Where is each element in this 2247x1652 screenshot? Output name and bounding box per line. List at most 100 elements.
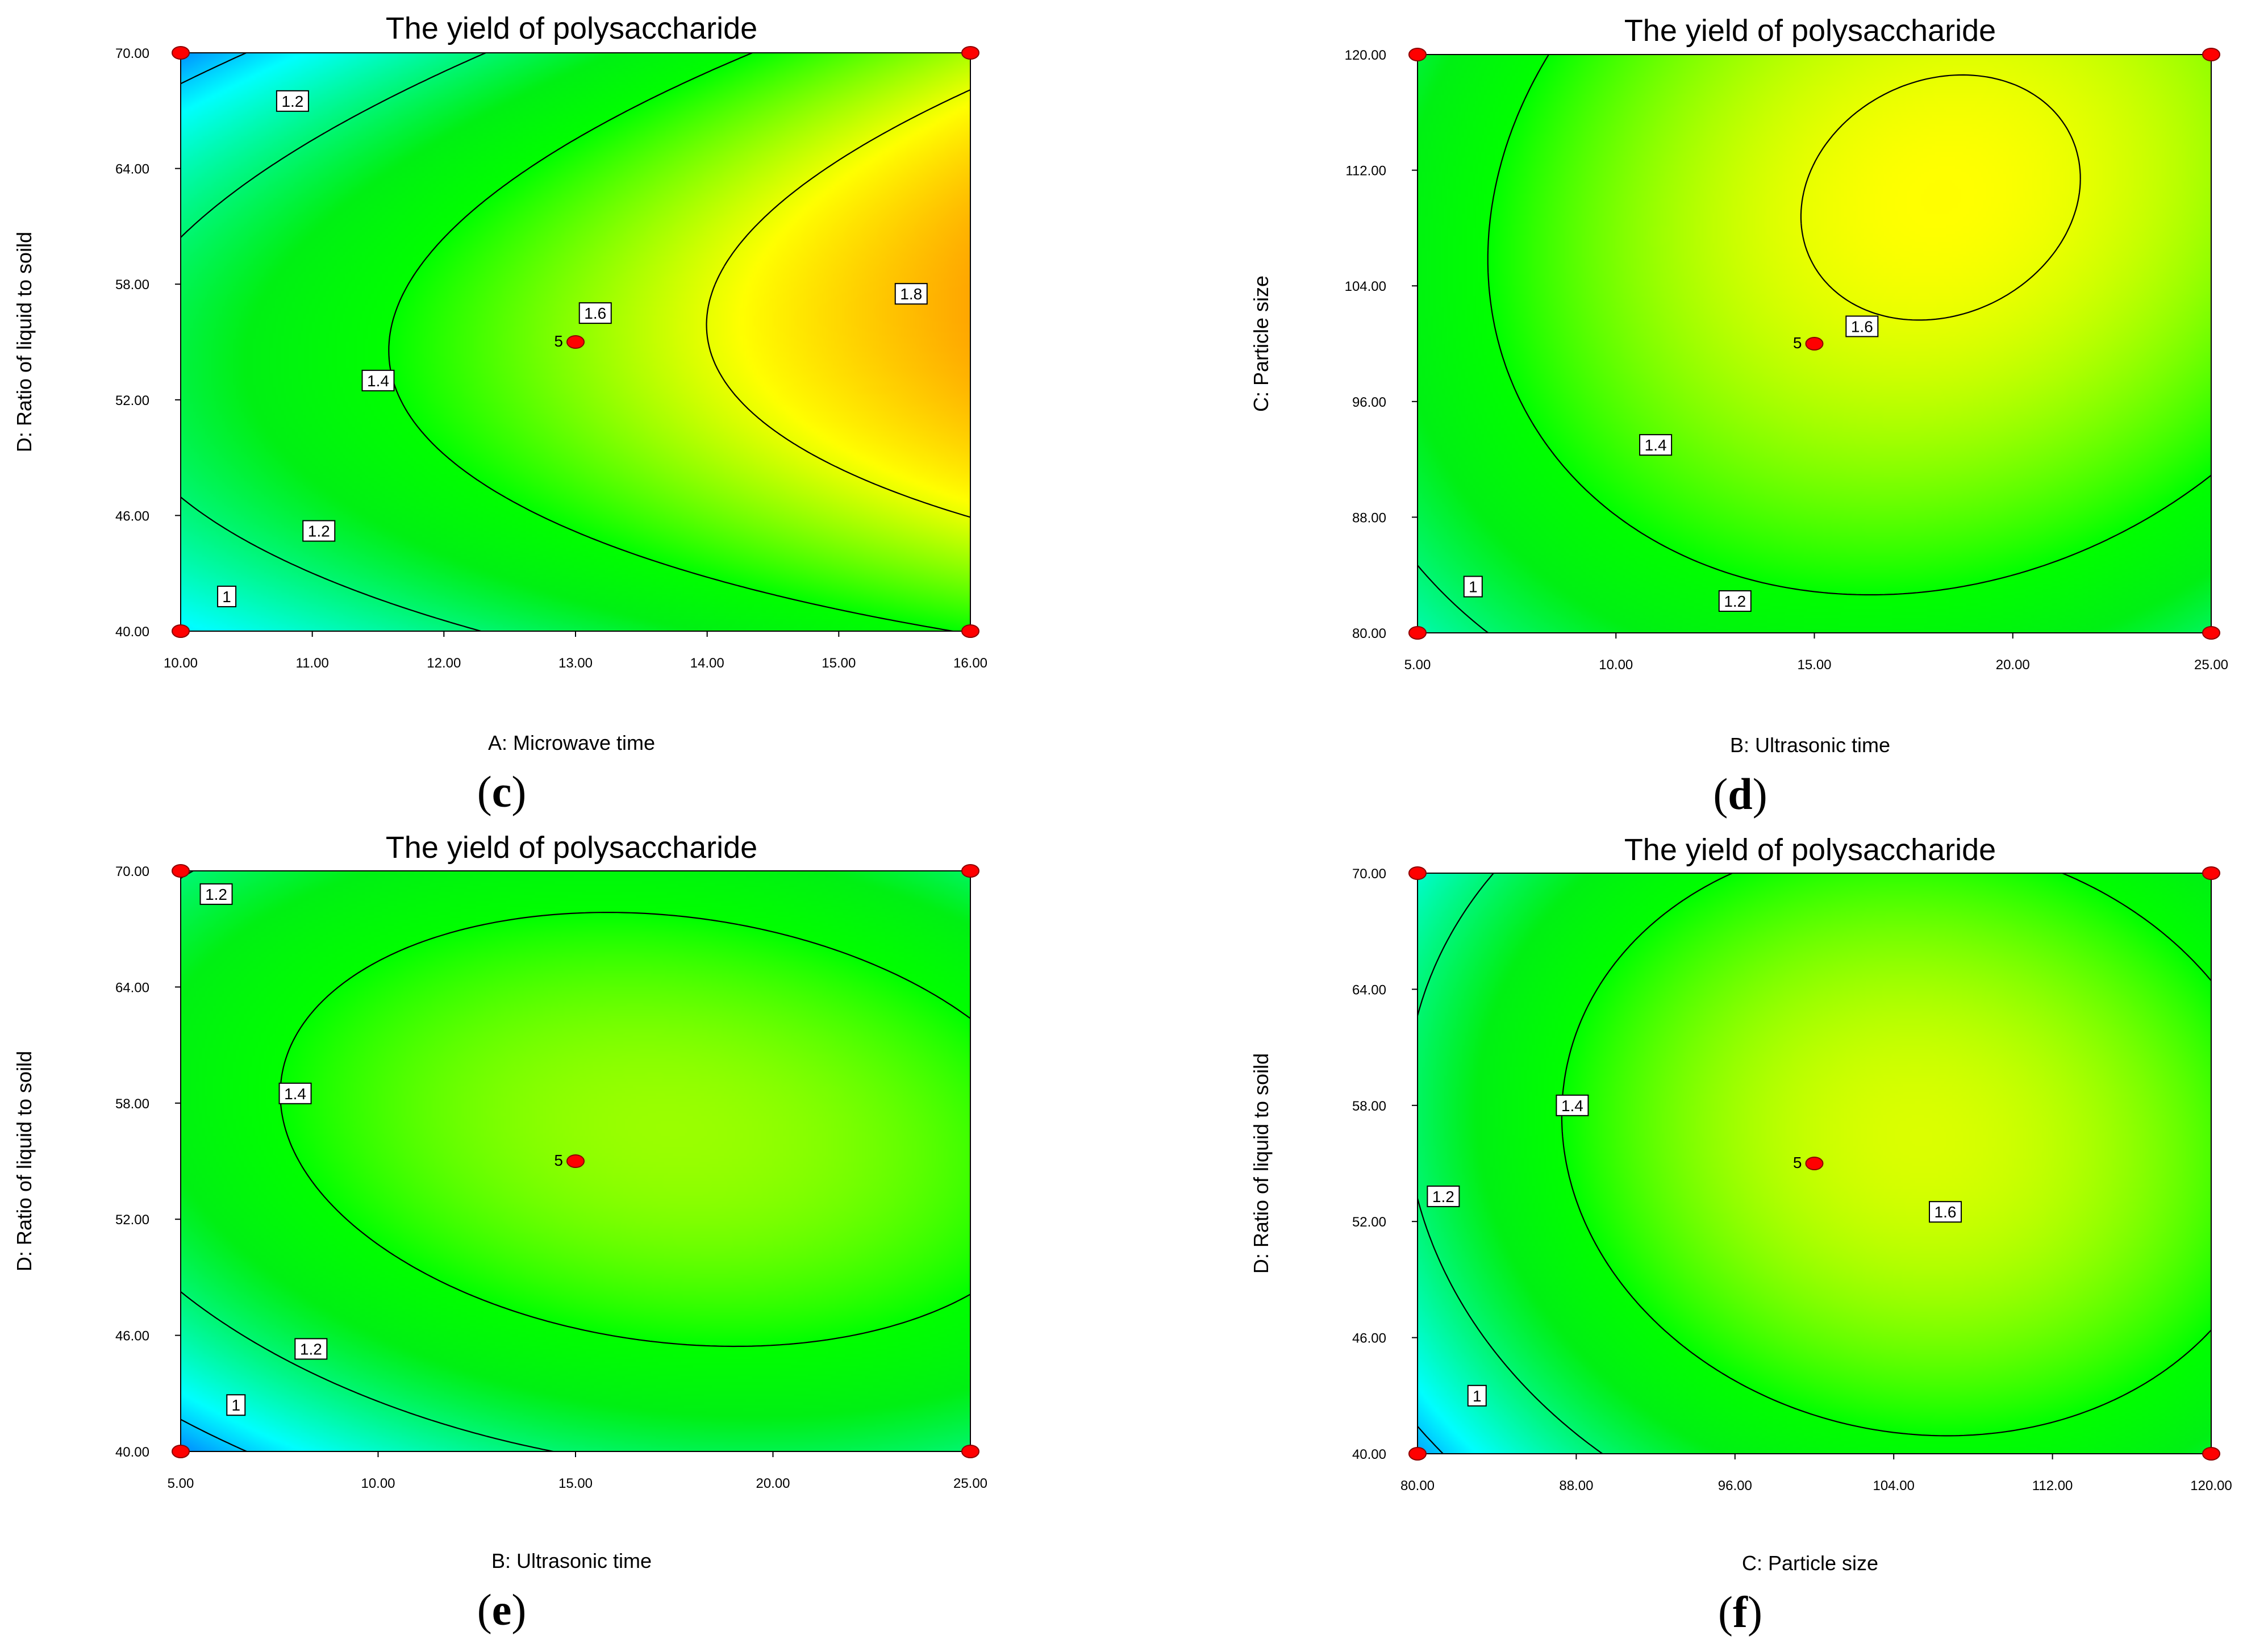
panel-d: The yield of polysaccharide 5.00 10.00 15.… [1249,14,2228,819]
panel-caption-letter: f [1733,1587,1748,1637]
panel-f: The yield of polysaccharide 80.00 88.00 96… [1249,833,2232,1637]
contour-line-1-6 [706,89,970,518]
x-tick-label: 96.00 [1718,1478,1752,1494]
contour-line-1-4 [1561,873,2211,1437]
contour-label-text: 1.4 [284,1085,306,1103]
y-tick-label: 70.00 [115,864,149,879]
contour-label-box [361,369,395,391]
contour-label: 1 [217,585,237,607]
contour-label-box [217,585,237,607]
contour-label-text: 1.4 [1645,436,1667,454]
y-tick-label: 120.00 [1345,48,1386,63]
contour-line-1-2 [1418,565,1489,633]
x-tick-label: 10.00 [164,656,198,671]
contour-label: 1.4 [1639,434,1673,456]
y-tick-label: 70.00 [1352,866,1386,882]
contour-labels: 1.2 1.4 1.2 1 [199,883,328,1416]
y-axis-label: D: Ratio of liquid to soild [1249,1053,1273,1274]
design-points [1408,866,2220,1461]
y-tick-label: 40.00 [115,1445,149,1460]
x-tick-label: 20.00 [1996,657,2030,673]
y-ticks: 40.00 46.00 52.00 58.00 64.00 70.00 [115,46,181,640]
contour-label: 1.2 [294,1338,328,1360]
y-tick-label: 64.00 [115,980,149,995]
y-tick-label: 96.00 [1352,395,1386,410]
x-tick-label: 16.00 [953,656,987,671]
contour-label-box [199,883,233,905]
panel-caption: (d) [1713,769,1767,819]
x-axis-label: A: Microwave time [488,731,655,754]
x-tick-label: 15.00 [822,656,856,671]
contour-line-1-4 [388,53,953,631]
design-point [961,1445,979,1458]
contour-label: 1 [1467,1384,1487,1407]
contour-label: 1.6 [1845,315,1879,337]
center-point-label: 5 [554,332,563,350]
x-tick-label: 104.00 [1873,1478,1914,1494]
contour-label-box [894,283,928,305]
chart-title: The yield of polysaccharide [1624,14,1996,48]
design-points [1408,48,2220,640]
y-tick-label: 80.00 [1352,626,1386,641]
contour-label: 1.2 [1718,590,1752,612]
contour-lines [1418,55,2211,633]
design-point [961,624,979,638]
y-tick-label: 58.00 [115,1096,149,1112]
contour-label-text: 1.2 [1724,593,1746,610]
design-point [2202,1447,2220,1461]
y-tick-label: 70.00 [115,46,149,61]
contour-label-box [1556,1094,1589,1116]
y-tick-label: 52.00 [1352,1215,1386,1230]
design-point [961,864,979,878]
x-tick-label: 5.00 [1404,657,1431,673]
contour-label-box [294,1338,328,1360]
contour-label-text: 1 [232,1396,241,1414]
design-point [961,46,979,60]
contour-label-box [276,90,309,112]
center-point-label: 5 [1793,334,1802,352]
contour-label: 1.4 [278,1082,312,1104]
y-axis-label: D: Ratio of liquid to soild [12,1051,36,1271]
contour-label-box [1718,590,1752,612]
contour-label: 1.8 [894,283,928,305]
y-tick-label: 104.00 [1345,279,1386,294]
contour-label-box [578,302,612,324]
contour-label-text: 1.2 [308,523,330,540]
center-point-marker [566,335,585,349]
contour-label-text: 1 [222,588,231,606]
x-ticks: 5.00 10.00 15.00 20.00 25.00 [168,1451,987,1491]
contour-label-text: 1.4 [1561,1097,1583,1115]
x-tick-label: 80.00 [1400,1478,1435,1494]
y-tick-label: 40.00 [1352,1447,1386,1462]
panel-e: The yield of polysaccharide 5.00 10.00 15.… [12,831,987,1634]
contour-label-box [1463,575,1483,598]
contour-line-1-2 [181,871,553,1451]
contour-label-text: 1.4 [367,372,389,390]
design-point [172,624,190,638]
center-point: 5 [554,332,585,350]
x-tick-label: 15.00 [558,1476,593,1491]
contour-labels: 1.2 1.6 1.8 1.4 1.2 1 [217,90,928,607]
contour-label: 1.2 [302,520,336,542]
y-tick-label: 58.00 [115,277,149,293]
contour-label-text: 1.2 [1432,1188,1454,1205]
y-axis-label: D: Ratio of liquid to soild [12,232,36,452]
design-point [2202,626,2220,640]
y-tick-label: 112.00 [1345,164,1386,179]
center-point: 5 [1793,334,1824,352]
contour-lines [181,871,970,1451]
x-tick-label: 10.00 [361,1476,395,1491]
contour-label: 1.4 [1556,1094,1589,1116]
contour-label-box [1845,315,1879,337]
contour-line-1 [1418,1425,1444,1454]
x-ticks: 80.00 88.00 96.00 104.00 112.00 120.00 [1400,1454,2232,1494]
contour-label: 1.6 [578,302,612,324]
x-tick-label: 5.00 [168,1476,194,1491]
contour-label-text: 1.8 [900,285,922,303]
contour-label-box [1467,1384,1487,1407]
x-tick-label: 13.00 [558,656,593,671]
x-tick-label: 25.00 [953,1476,987,1491]
chart-title: The yield of polysaccharide [386,831,757,865]
panel-caption-letter: d [1728,769,1752,819]
